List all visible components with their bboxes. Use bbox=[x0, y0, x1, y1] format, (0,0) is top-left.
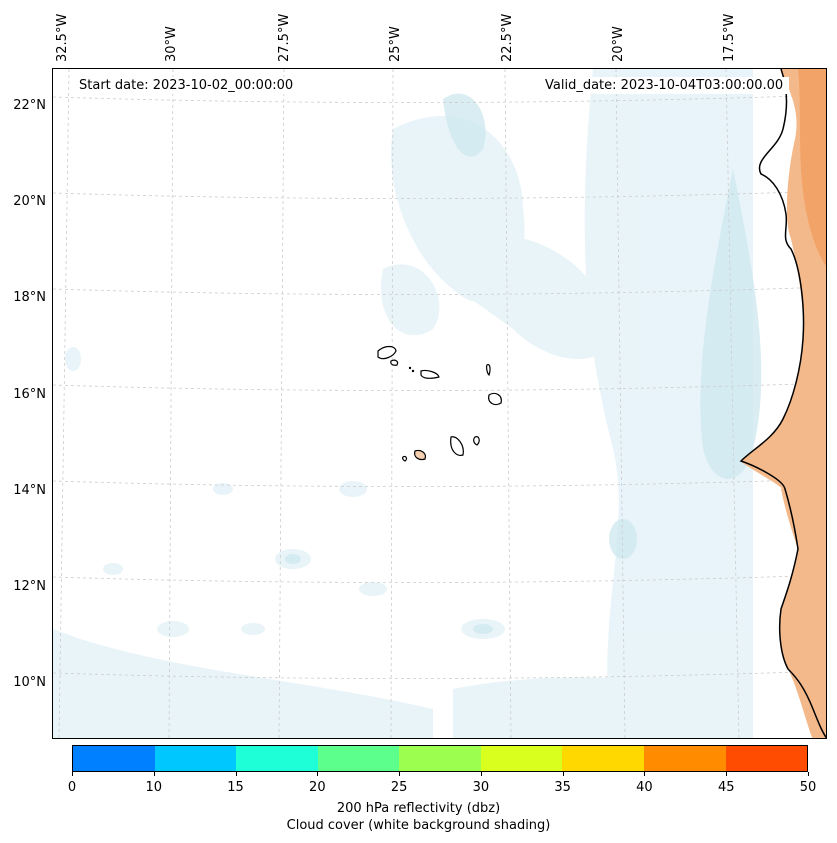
lat-label: 12°N bbox=[13, 579, 46, 594]
cloud-shading-mid bbox=[285, 93, 762, 634]
colorbar-segment bbox=[236, 746, 318, 771]
lon-label: 17.5°W bbox=[722, 13, 737, 62]
graticule bbox=[53, 69, 826, 738]
colorbar-tick-mark bbox=[235, 772, 237, 776]
lon-label: 25°W bbox=[388, 26, 403, 62]
colorbar-tick-label: 30 bbox=[472, 780, 490, 795]
lon-label: 30°W bbox=[164, 26, 179, 62]
colorbar-segment bbox=[73, 746, 155, 771]
colorbar-tick-label: 50 bbox=[799, 780, 817, 795]
coastline bbox=[739, 69, 826, 738]
colorbar-tick-mark bbox=[480, 772, 482, 776]
lon-label: 20°W bbox=[611, 26, 626, 62]
colorbar bbox=[72, 745, 808, 772]
lon-label: 22.5°W bbox=[500, 13, 515, 62]
colorbar-tick-label: 45 bbox=[717, 780, 735, 795]
map-frame[interactable]: Start date: 2023-10-02_00:00:00 Valid_da… bbox=[52, 68, 827, 739]
colorbar-tick-mark bbox=[808, 772, 809, 776]
lon-label: 32.5°W bbox=[55, 13, 70, 62]
colorbar-tick-label: 20 bbox=[309, 780, 326, 795]
colorbar-segment bbox=[317, 746, 400, 771]
colorbar-segment bbox=[399, 746, 481, 771]
colorbar-tick-mark bbox=[726, 772, 728, 776]
colorbar-tick-label: 25 bbox=[390, 780, 408, 795]
colorbar-tick-label: 15 bbox=[227, 780, 244, 795]
lon-label: 27.5°W bbox=[277, 13, 292, 62]
africa-land bbox=[741, 69, 826, 738]
colorbar-tick-mark bbox=[317, 772, 319, 776]
colorbar-segment bbox=[154, 746, 237, 771]
colorbar-label: 200 hPa reflectivity (dbz) bbox=[336, 801, 501, 816]
lat-label: 16°N bbox=[13, 387, 46, 402]
lat-label: 14°N bbox=[13, 483, 46, 498]
valid-date-label: Valid_date: 2023-10-04T03:00:00.00 bbox=[539, 77, 790, 94]
colorbar-tick-label: 0 bbox=[67, 780, 77, 795]
colorbar-tick-mark bbox=[153, 772, 155, 776]
map-canvas bbox=[53, 69, 826, 738]
islet bbox=[411, 369, 415, 373]
lat-label: 20°N bbox=[13, 194, 46, 209]
start-date-label: Start date: 2023-10-02_00:00:00 bbox=[73, 77, 300, 94]
cape-verde-islands bbox=[377, 345, 502, 462]
colorbar-tick-mark bbox=[644, 772, 646, 776]
colorbar-segment bbox=[643, 746, 726, 771]
colorbar-segment bbox=[480, 746, 563, 771]
colorbar-sublabel: Cloud cover (white background shading) bbox=[286, 818, 551, 833]
lat-label: 22°N bbox=[13, 98, 46, 113]
colorbar-tick-mark bbox=[562, 772, 564, 776]
lat-label: 18°N bbox=[13, 290, 46, 305]
cloud-shading bbox=[53, 69, 753, 738]
colorbar-tick-mark bbox=[72, 772, 73, 776]
colorbar-segment bbox=[562, 746, 644, 771]
islet bbox=[408, 366, 412, 370]
colorbar-tick-mark bbox=[399, 772, 401, 776]
lat-label: 10°N bbox=[13, 675, 46, 690]
colorbar-tick-label: 40 bbox=[636, 780, 653, 795]
colorbar-tick-label: 35 bbox=[554, 780, 571, 795]
colorbar-tick-label: 10 bbox=[145, 780, 163, 795]
colorbar-segment bbox=[725, 746, 808, 771]
